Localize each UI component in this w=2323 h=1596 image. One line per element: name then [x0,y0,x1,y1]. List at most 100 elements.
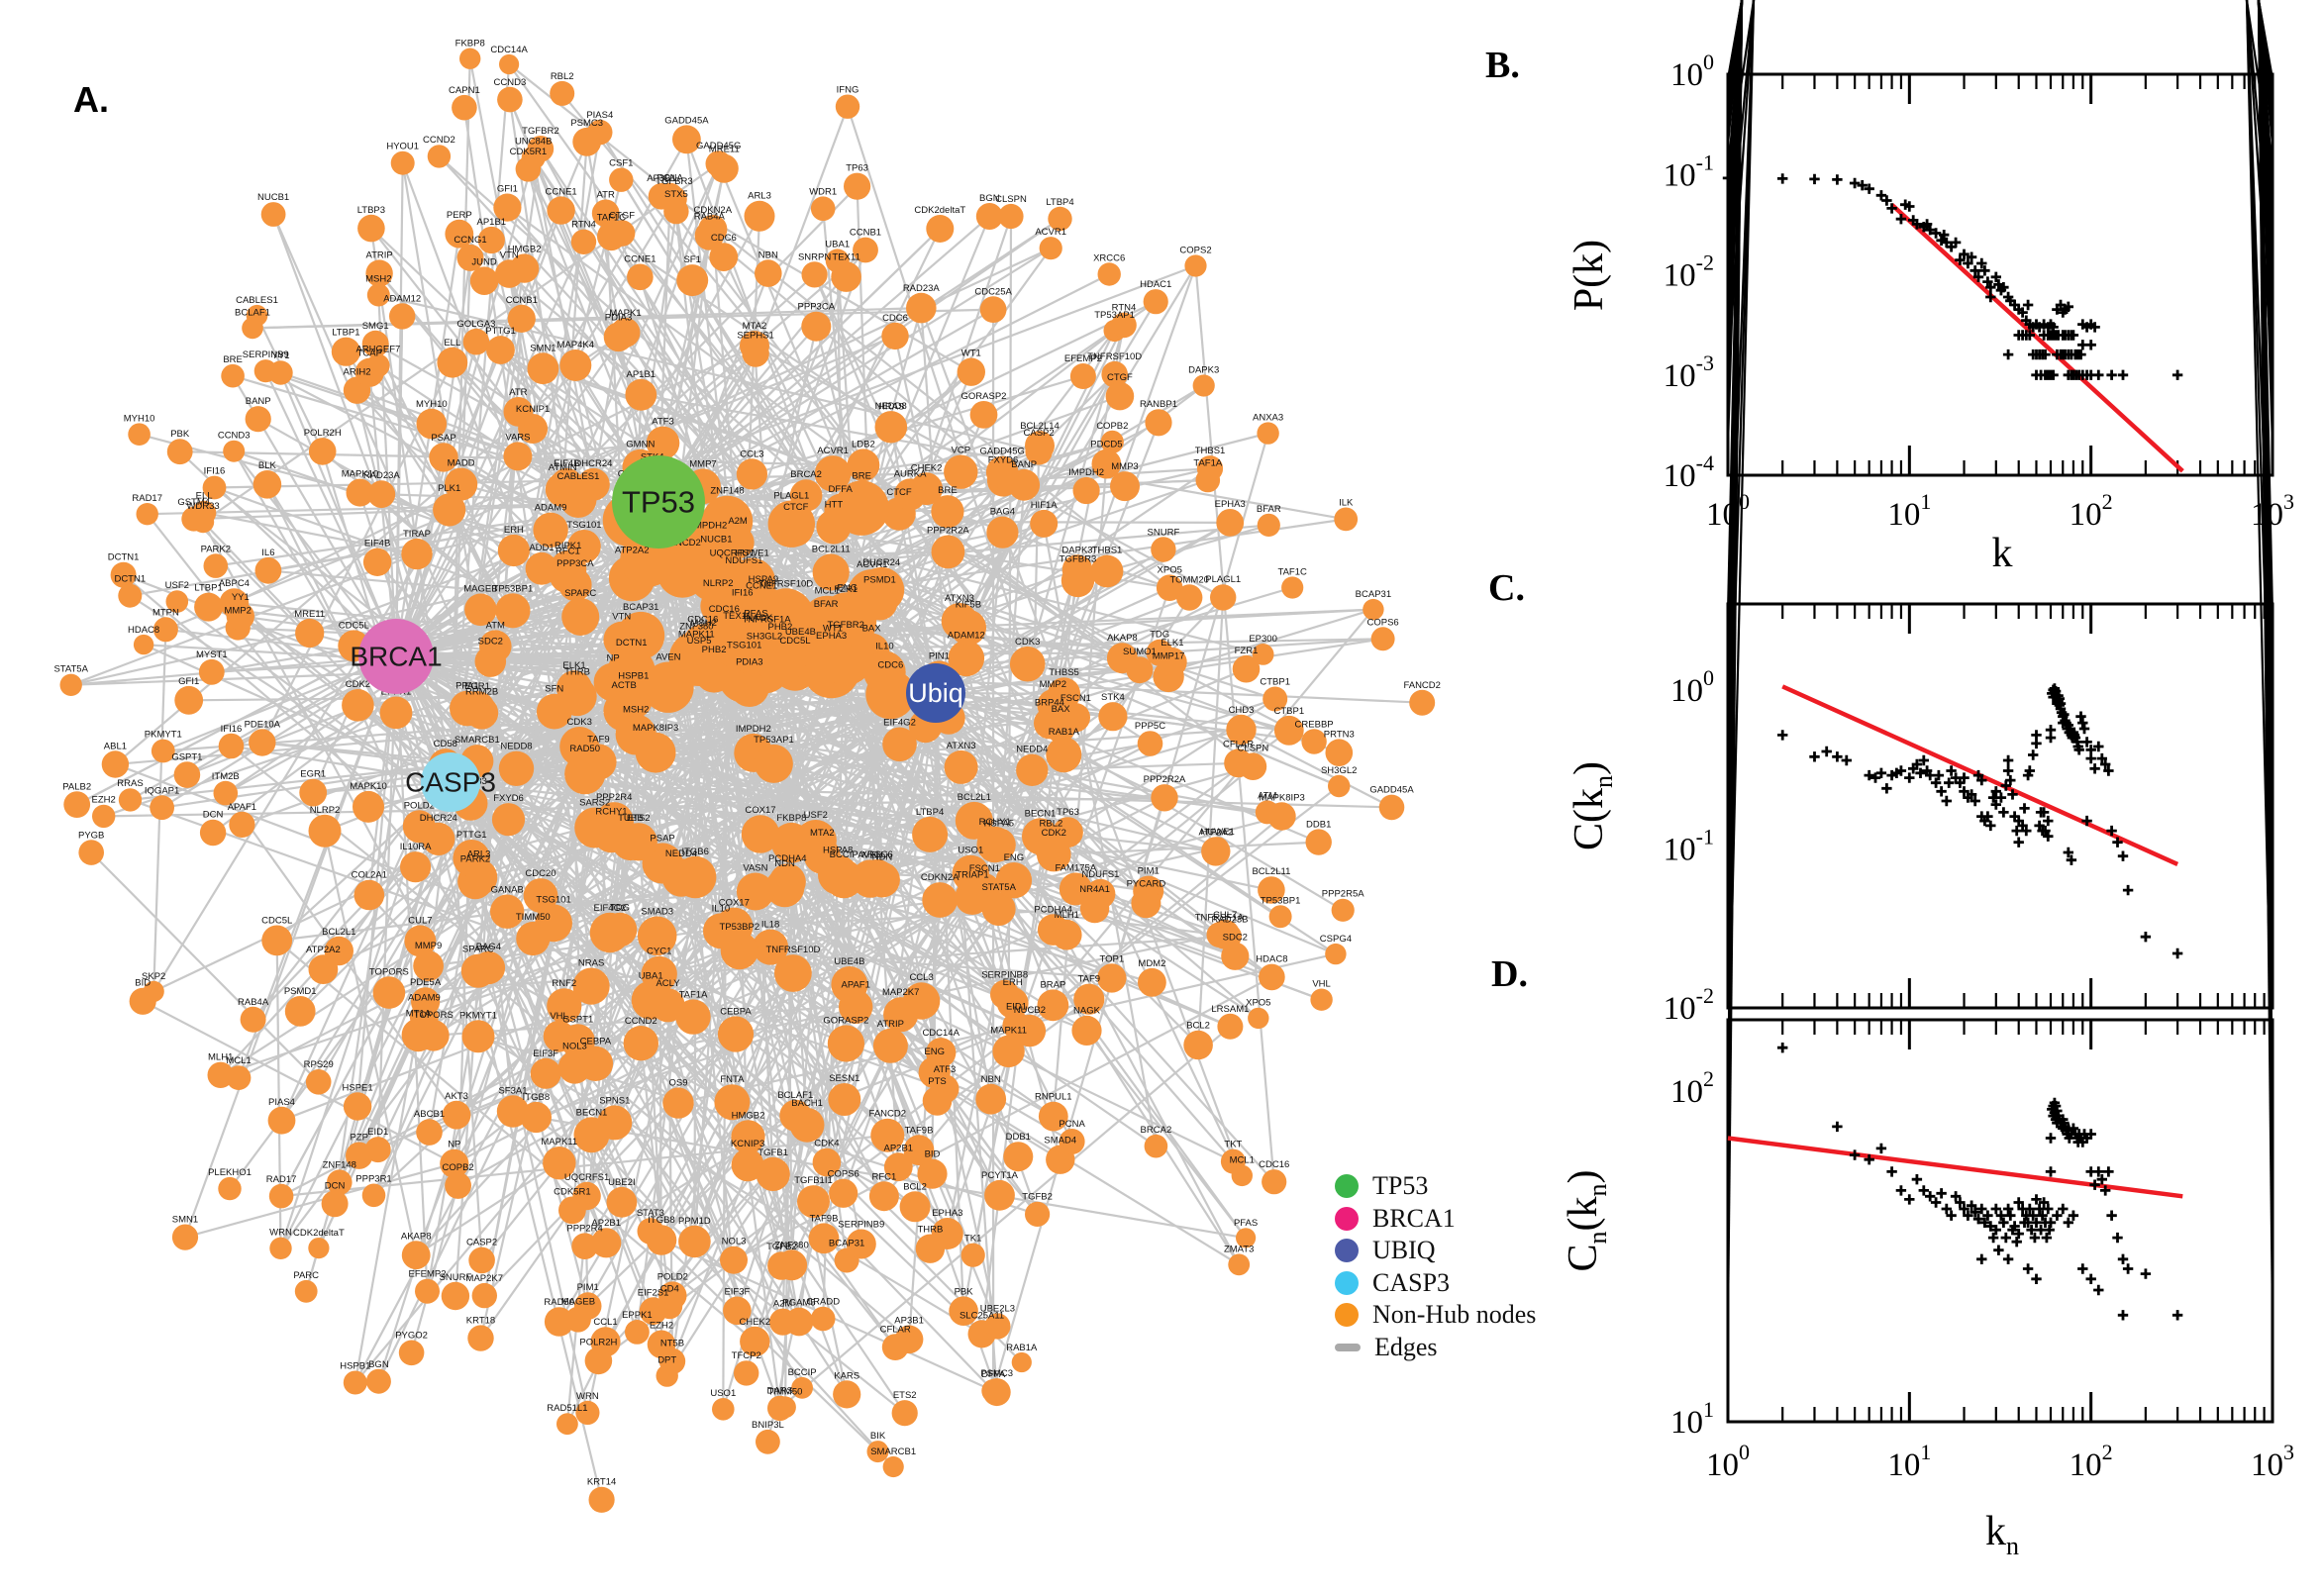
network-node[interactable] [801,261,828,288]
network-node[interactable] [1325,943,1347,965]
network-node[interactable] [1072,476,1100,505]
network-node[interactable] [445,467,478,501]
network-node[interactable] [343,1370,367,1395]
network-node[interactable] [606,1186,638,1218]
network-node[interactable] [1370,627,1395,651]
network-node[interactable] [1046,714,1075,744]
network-node[interactable] [1037,989,1069,1022]
network-node[interactable] [1220,1148,1246,1174]
network-node[interactable] [701,495,754,548]
network-node[interactable] [1059,1129,1085,1154]
network-node[interactable] [957,357,985,386]
network-node[interactable] [774,954,812,992]
network-node[interactable] [736,872,774,911]
network-node[interactable] [912,816,949,852]
network-node[interactable] [808,1223,840,1254]
network-node[interactable] [150,795,175,821]
network-node[interactable] [493,193,522,222]
network-node[interactable] [950,609,987,647]
network-node[interactable] [527,352,559,385]
network-node[interactable] [343,1092,372,1121]
network-node[interactable] [712,1398,735,1421]
network-node[interactable] [831,966,868,1003]
network-node[interactable] [223,440,246,462]
network-node[interactable] [931,495,964,529]
network-node[interactable] [401,1241,431,1270]
network-node[interactable] [868,1181,899,1212]
network-node[interactable] [922,882,959,918]
network-node[interactable] [960,1243,985,1267]
network-node[interactable] [1210,919,1241,949]
network-node[interactable] [1053,817,1083,848]
network-node[interactable] [401,538,433,570]
network-node[interactable] [1310,988,1333,1011]
network-node[interactable] [985,455,1019,489]
network-node[interactable] [846,1229,876,1259]
network-node[interactable] [445,219,474,249]
network-node[interactable] [1073,983,1105,1015]
network-node[interactable] [572,967,610,1005]
network-node[interactable] [1334,507,1359,532]
network-node[interactable] [949,1296,978,1326]
network-node[interactable] [221,363,245,388]
network-node[interactable] [827,1025,865,1062]
network-node[interactable] [1100,430,1124,453]
network-node[interactable] [801,311,832,342]
network-node[interactable] [910,472,943,506]
network-node[interactable] [948,640,985,677]
network-node[interactable] [174,685,204,715]
network-node[interactable] [1105,381,1135,411]
network-node[interactable] [181,506,207,532]
network-node[interactable] [362,548,392,576]
network-node[interactable] [1236,1228,1257,1248]
network-node[interactable] [198,658,225,685]
network-node[interactable] [756,1156,790,1191]
network-node[interactable] [643,661,694,713]
network-node[interactable] [874,411,907,444]
network-node[interactable] [676,264,709,297]
network-node[interactable] [609,167,634,192]
network-node[interactable] [1257,422,1279,445]
network-node[interactable] [996,987,1029,1019]
network-node[interactable] [354,879,385,911]
hub-node-tp53[interactable] [612,455,705,549]
network-node[interactable] [863,650,906,694]
network-node[interactable] [458,691,496,728]
network-node[interactable] [847,449,880,482]
network-node[interactable] [346,478,374,507]
network-node[interactable] [544,1307,574,1337]
network-node[interactable] [101,750,130,778]
network-node[interactable] [1037,689,1069,721]
network-node[interactable] [931,535,965,569]
network-node[interactable] [1090,554,1124,588]
network-node[interactable] [1201,837,1231,866]
network-node[interactable] [331,337,360,366]
network-node[interactable] [625,378,657,411]
network-node[interactable] [731,1148,764,1182]
network-node[interactable] [520,1101,553,1134]
network-node[interactable] [917,1158,948,1189]
network-node[interactable] [308,814,342,848]
network-node[interactable] [1009,646,1046,682]
network-node[interactable] [305,1069,332,1095]
network-node[interactable] [366,353,390,377]
network-node[interactable] [975,1083,1007,1115]
network-node[interactable] [1048,206,1072,232]
network-node[interactable] [755,259,782,287]
network-node[interactable] [550,80,575,106]
network-node[interactable] [1091,449,1122,479]
network-node[interactable] [831,261,861,292]
network-node[interactable] [698,215,728,245]
network-node[interactable] [321,1190,349,1218]
network-node[interactable] [976,826,1013,863]
network-node[interactable] [646,426,680,460]
network-node[interactable] [269,1237,292,1260]
network-node[interactable] [882,727,917,762]
network-node[interactable] [814,455,852,492]
network-node[interactable] [357,214,385,243]
network-node[interactable] [982,1378,1011,1407]
network-node[interactable] [486,336,515,364]
network-node[interactable] [984,1179,1015,1211]
network-node[interactable] [1378,794,1405,821]
network-node[interactable] [899,1191,931,1223]
